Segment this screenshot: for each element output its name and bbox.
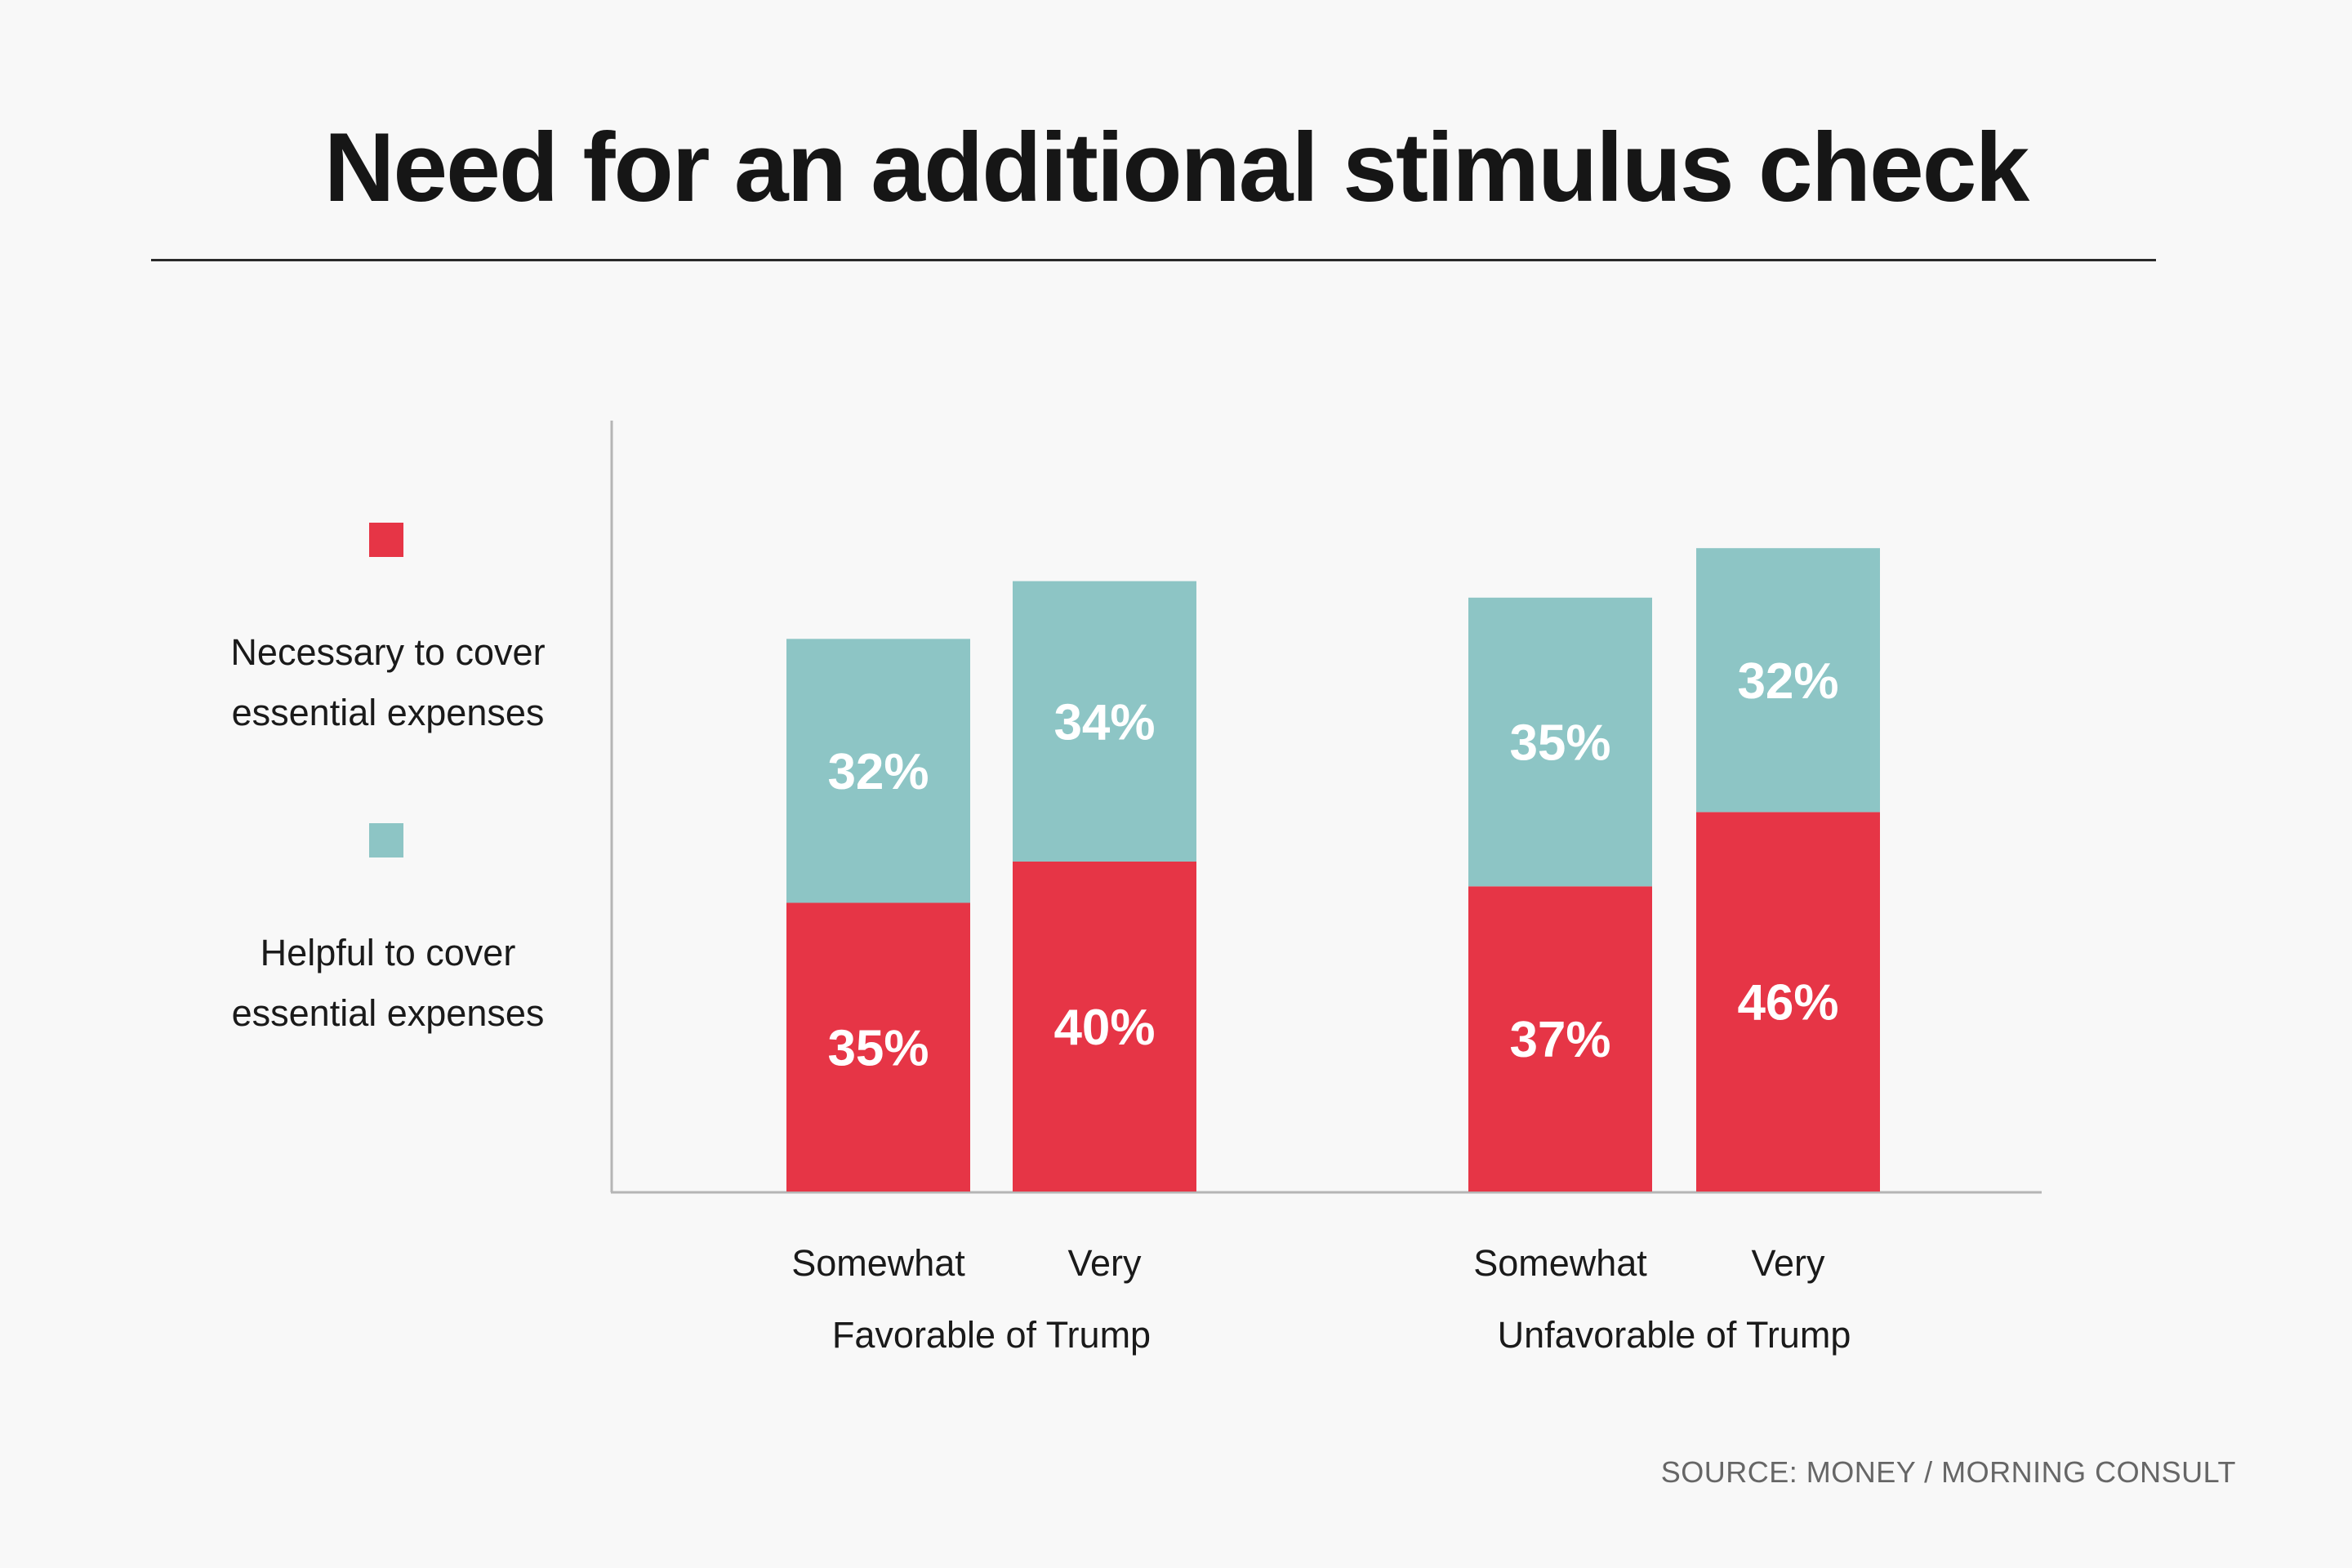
bars-group: 35% 32% 40% 34% 37% 35% 46% 32% [786,548,1880,1192]
bar-helpful-3 [1696,548,1880,813]
data-label-necessary-0: 35% [827,1020,929,1076]
legend-swatch-helpful [369,823,403,858]
legend-label-helpful-line1: Helpful to cover [260,932,516,973]
bar-necessary-3 [1696,812,1880,1192]
category-label-0: Somewhat [791,1242,965,1284]
group-label-1: Unfavorable of Trump [1498,1314,1851,1356]
data-label-helpful-3: 32% [1737,653,1838,710]
legend-label-helpful-line2: essential expenses [231,992,545,1034]
category-label-2: Somewhat [1473,1242,1647,1284]
bar-necessary-0 [786,902,970,1192]
category-label-3: Very [1751,1242,1825,1284]
group-label-0: Favorable of Trump [832,1314,1151,1356]
legend-label-necessary-line2: essential expenses [231,692,545,733]
bar-necessary-2 [1468,886,1652,1192]
data-label-helpful-0: 32% [827,744,929,800]
data-label-necessary-3: 46% [1737,975,1838,1031]
bar-helpful-1 [1013,581,1196,862]
title-divider [151,259,2156,261]
bar-necessary-1 [1013,862,1196,1192]
legend-label-necessary: Necessary to cover essential expenses [167,622,608,743]
data-label-helpful-1: 34% [1054,694,1155,751]
data-label-necessary-2: 37% [1509,1012,1610,1068]
legend-label-helpful: Helpful to cover essential expenses [167,923,608,1044]
legend-swatch-necessary [369,523,403,557]
bar-helpful-0 [786,639,970,903]
data-label-necessary-1: 40% [1054,1000,1155,1056]
category-labels-group: Somewhat Very Somewhat Very Favorable of Tru… [791,1242,1851,1356]
bar-helpful-2 [1468,597,1652,887]
category-label-1: Very [1067,1242,1142,1284]
chart-title: Need for an additional stimulus check [323,113,2029,222]
source-note: SOURCE: MONEY / MORNING CONSULT [1660,1455,2236,1489]
legend-label-necessary-line1: Necessary to cover [230,631,546,673]
data-label-helpful-2: 35% [1509,715,1610,772]
